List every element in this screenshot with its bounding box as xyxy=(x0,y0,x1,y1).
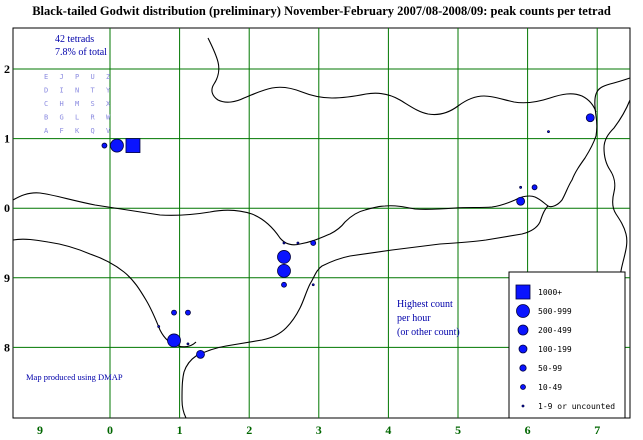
count-point xyxy=(277,250,291,264)
x-axis-tick-label: 3 xyxy=(316,423,322,437)
y-axis-tick-label: 0 xyxy=(4,201,10,215)
map-frame xyxy=(12,27,631,419)
x-axis-tick-label: 4 xyxy=(385,423,391,437)
tetrad-key-letter: V xyxy=(106,127,111,135)
tetrad-key-letter: S xyxy=(91,100,95,108)
count-point xyxy=(110,138,124,153)
x-axis-tick-label: 9 xyxy=(37,423,43,437)
tetrad-key-letter: I xyxy=(60,87,64,95)
legend-label: 50-99 xyxy=(538,364,562,373)
tetrad-key-letter: C xyxy=(44,100,48,108)
count-point xyxy=(277,263,291,278)
legend-heading-line-1: Highest count xyxy=(397,299,453,310)
tetrad-key-letter: U xyxy=(91,73,95,81)
count-point xyxy=(282,241,286,245)
tetrad-key-letter: J xyxy=(60,73,64,81)
x-axis-tick-label: 2 xyxy=(246,423,252,437)
tetrad-key-letter: M xyxy=(75,100,79,108)
tetrad-key-letter: T xyxy=(91,87,96,95)
tetrad-letter-key: E J P U Z D I N T Y C H M S X B G L R W A F K Q V xyxy=(44,73,111,135)
legend-label: 200-499 xyxy=(538,326,572,335)
tetrad-key-letter: E xyxy=(44,73,48,81)
tetrad-key-letter: B xyxy=(44,114,48,122)
count-point xyxy=(101,142,108,149)
tetrad-key-letter: Q xyxy=(91,127,95,135)
count-point xyxy=(196,349,205,359)
y-axis-tick-label: 1 xyxy=(4,132,10,146)
tetrad-key-letter: P xyxy=(75,73,79,81)
legend-label: 10-49 xyxy=(538,383,562,392)
tetrad-key-letter: X xyxy=(106,100,111,108)
legend-symbol xyxy=(515,284,531,300)
count-symbols xyxy=(101,113,595,359)
y-axis-tick-label: 2 xyxy=(4,62,10,76)
legend-symbol xyxy=(519,364,527,372)
count-point xyxy=(171,309,177,316)
x-axis-labels: 9 0 1 2 3 4 5 6 7 xyxy=(37,423,600,437)
x-axis-tick-label: 7 xyxy=(594,423,600,437)
legend-label: 500-999 xyxy=(538,307,572,316)
tetrad-key-letter: R xyxy=(91,114,96,122)
grid-lines xyxy=(13,28,630,418)
count-point xyxy=(519,185,523,189)
legend-items: 1000+ 500-999 200-499 100-199 50-99 10-49 1-9 … xyxy=(515,284,615,411)
count-point xyxy=(516,196,526,206)
y-axis-tick-label: 9 xyxy=(4,271,10,285)
count-point xyxy=(585,113,595,123)
legend-symbol xyxy=(517,324,529,336)
legend-label: 1-9 or uncounted xyxy=(538,402,615,411)
legend-heading-line-3: (or other count) xyxy=(397,327,460,338)
legend-label: 1000+ xyxy=(538,288,562,297)
tetrad-key-letter: D xyxy=(44,87,48,95)
tetrad-key-letter: L xyxy=(75,114,79,122)
legend-symbol xyxy=(520,384,526,390)
tetrad-key-letter: A xyxy=(44,127,49,135)
count-point xyxy=(125,138,141,153)
y-axis-tick-label: 8 xyxy=(4,340,10,354)
tetrad-count: 42 tetrads xyxy=(55,34,94,45)
tetrad-key-letter: G xyxy=(60,114,64,122)
count-point xyxy=(311,283,315,287)
legend-symbol xyxy=(516,304,530,318)
count-point xyxy=(310,240,317,246)
tetrad-key-letter: Z xyxy=(106,73,110,81)
tetrad-key-letter: H xyxy=(60,100,64,108)
count-point xyxy=(296,241,300,245)
x-axis-tick-label: 5 xyxy=(455,423,461,437)
count-point xyxy=(547,130,550,134)
tetrad-percent: 7.8% of total xyxy=(55,47,107,58)
legend-symbol xyxy=(518,344,528,354)
x-axis-tick-label: 0 xyxy=(107,423,113,437)
count-point xyxy=(281,281,287,288)
count-point xyxy=(157,325,161,328)
count-point xyxy=(186,342,190,346)
x-axis-tick-label: 6 xyxy=(525,423,531,437)
count-point xyxy=(531,184,538,191)
tetrad-key-letter: W xyxy=(106,114,111,122)
count-point xyxy=(167,333,181,348)
tetrad-key-letter: K xyxy=(75,127,80,135)
map-title: Black-tailed Godwit distribution (prelim… xyxy=(32,4,611,18)
map-credit: Map produced using DMAP xyxy=(26,372,123,382)
legend-label: 100-199 xyxy=(538,345,572,354)
legend-heading-line-2: per hour xyxy=(397,313,431,324)
legend-symbol xyxy=(521,404,525,408)
count-point xyxy=(185,309,191,316)
tetrad-key-letter: Y xyxy=(106,87,111,95)
tetrad-key-letter: N xyxy=(75,87,79,95)
x-axis-tick-label: 1 xyxy=(177,423,183,437)
tetrad-key-letter: F xyxy=(60,127,64,135)
